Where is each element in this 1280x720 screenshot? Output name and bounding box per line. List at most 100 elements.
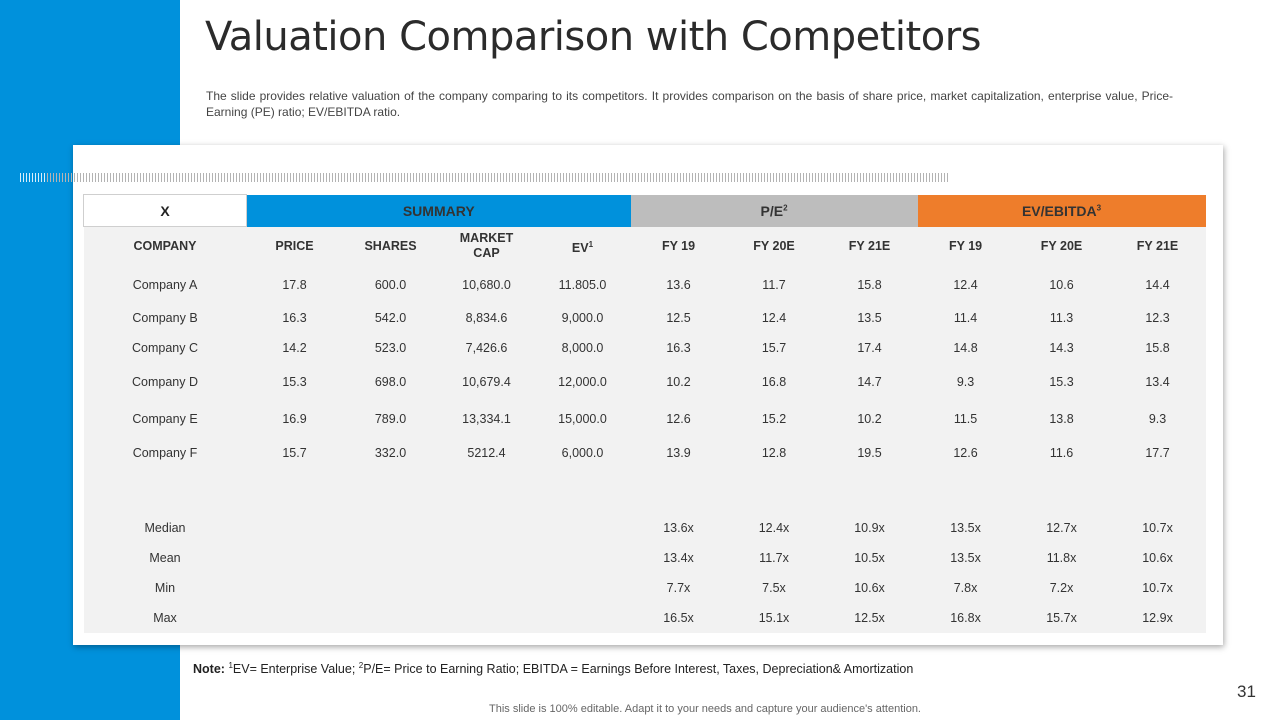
stat-label: Median xyxy=(83,513,247,543)
note-sup-2: 2 xyxy=(358,661,364,670)
table-cell: 12,000.0 xyxy=(534,364,631,400)
stats-row: Min 7.7x 7.5x 10.6x 7.8x 7.2x 10.7x xyxy=(83,573,1206,603)
table-cell: 332.0 xyxy=(342,438,439,468)
table-cell: 11.5 xyxy=(917,400,1014,438)
table-cell: 11.4 xyxy=(917,304,1014,332)
col-header-ev-fy21e: FY 21E xyxy=(1109,226,1206,266)
table-cell: 9.3 xyxy=(917,364,1014,400)
spacer-row xyxy=(83,468,1206,513)
stat-value: 16.8x xyxy=(917,603,1014,633)
table-cell: 15.2 xyxy=(726,400,822,438)
stat-value: 10.7x xyxy=(1109,573,1206,603)
stat-value: 10.6x xyxy=(821,573,918,603)
stat-value: 12.5x xyxy=(821,603,918,633)
table-cell: 13.5 xyxy=(821,304,918,332)
table-cell: 12.4 xyxy=(726,304,822,332)
table-cell: 13.8 xyxy=(1013,400,1110,438)
col-header-shares: SHARES xyxy=(342,226,439,266)
table-row: Company E 16.9 789.0 13,334.1 15,000.0 12.6 15… xyxy=(83,400,1206,438)
table-cell: 14.4 xyxy=(1109,266,1206,304)
company-name-cell: Company A xyxy=(83,266,247,304)
table-cell: 12.5 xyxy=(630,304,727,332)
decorative-ruler xyxy=(20,173,950,182)
col-header-price: PRICE xyxy=(246,226,343,266)
table-cell: 12.4 xyxy=(917,266,1014,304)
company-name-cell: Company F xyxy=(83,438,247,468)
table-cell: 15.7 xyxy=(246,438,343,468)
stat-value: 16.5x xyxy=(630,603,727,633)
table-cell: 9,000.0 xyxy=(534,304,631,332)
table-cell: 14.8 xyxy=(917,332,1014,364)
table-cell: 10,680.0 xyxy=(438,266,535,304)
slide-title: Valuation Comparison with Competitors xyxy=(205,14,981,60)
table-cell: 11.6 xyxy=(1013,438,1110,468)
decorative-ruler-head xyxy=(20,173,45,182)
page-number: 31 xyxy=(1237,682,1256,701)
col-header-ev-fy19: FY 19 xyxy=(917,226,1014,266)
stat-value: 15.7x xyxy=(1013,603,1110,633)
stat-value: 11.8x xyxy=(1013,543,1110,573)
stat-value: 10.9x xyxy=(821,513,918,543)
blank-cell xyxy=(246,573,631,603)
stat-value: 10.5x xyxy=(821,543,918,573)
column-header-row: COMPANY PRICE SHARES MARKET CAP EV1 FY 19… xyxy=(83,226,1206,266)
note-sup-1: 1 xyxy=(228,661,233,670)
table-row: Company B 16.3 542.0 8,834.6 9,000.0 12.5 12.4… xyxy=(83,304,1206,332)
table-cell: 698.0 xyxy=(342,364,439,400)
table-cell: 15,000.0 xyxy=(534,400,631,438)
table-cell: 15.8 xyxy=(1109,332,1206,364)
note-part-1: EV= Enterprise Value; xyxy=(232,662,359,677)
table-cell: 523.0 xyxy=(342,332,439,364)
stat-value: 7.2x xyxy=(1013,573,1110,603)
table-cell: 14.7 xyxy=(821,364,918,400)
col-header-pe-fy21e: FY 21E xyxy=(821,226,918,266)
group-header-x: X xyxy=(83,194,247,227)
table-cell: 542.0 xyxy=(342,304,439,332)
col-header-company: COMPANY xyxy=(83,226,247,266)
table-cell: 14.2 xyxy=(246,332,343,364)
group-header-ev-ebitda: EV/EBITDA3 xyxy=(917,194,1206,227)
table-cell: 19.5 xyxy=(821,438,918,468)
company-name-cell: Company D xyxy=(83,364,247,400)
table-row: Company D 15.3 698.0 10,679.4 12,000.0 10.2 16… xyxy=(83,364,1206,400)
stat-value: 7.8x xyxy=(917,573,1014,603)
stat-value: 12.4x xyxy=(726,513,822,543)
market-cap-line-2: CAP xyxy=(473,246,500,261)
table-cell: 5212.4 xyxy=(438,438,535,468)
company-name-cell: Company C xyxy=(83,332,247,364)
table-cell: 12.8 xyxy=(726,438,822,468)
stat-value: 12.7x xyxy=(1013,513,1110,543)
col-header-ev: EV1 xyxy=(534,226,631,266)
col-header-market-cap: MARKET CAP xyxy=(438,226,535,266)
table-cell: 10,679.4 xyxy=(438,364,535,400)
stat-value: 7.7x xyxy=(630,573,727,603)
table-cell: 10.2 xyxy=(821,400,918,438)
stats-row: Max 16.5x 15.1x 12.5x 16.8x 15.7x 12.9x xyxy=(83,603,1206,633)
stat-value: 7.5x xyxy=(726,573,822,603)
stat-value: 10.6x xyxy=(1109,543,1206,573)
ev-footnote-marker: 1 xyxy=(588,239,594,249)
col-header-ev-fy20e: FY 20E xyxy=(1013,226,1110,266)
table-cell: 11.805.0 xyxy=(534,266,631,304)
table-cell: 13.6 xyxy=(630,266,727,304)
valuation-table: X SUMMARY P/E2 EV/EBITDA3 COMPANY PRICE … xyxy=(83,194,1206,633)
pe-footnote-marker: 2 xyxy=(783,202,788,212)
table-cell: 12.6 xyxy=(630,400,727,438)
stat-value: 11.7x xyxy=(726,543,822,573)
table-row: Company A 17.8 600.0 10,680.0 11.805.0 13.6 11… xyxy=(83,266,1206,304)
stat-value: 15.1x xyxy=(726,603,822,633)
table-cell: 17.8 xyxy=(246,266,343,304)
col-header-pe-fy20e: FY 20E xyxy=(726,226,822,266)
stat-label: Min xyxy=(83,573,247,603)
stat-value: 12.9x xyxy=(1109,603,1206,633)
company-name-cell: Company B xyxy=(83,304,247,332)
table-cell: 14.3 xyxy=(1013,332,1110,364)
table-row: Company C 14.2 523.0 7,426.6 8,000.0 16.3 15.7… xyxy=(83,332,1206,364)
table-cell: 15.7 xyxy=(726,332,822,364)
table-cell: 15.3 xyxy=(1013,364,1110,400)
table-cell: 7,426.6 xyxy=(438,332,535,364)
ev-ebitda-footnote-marker: 3 xyxy=(1096,202,1102,212)
table-cell: 16.3 xyxy=(246,304,343,332)
stats-row: Mean 13.4x 11.7x 10.5x 13.5x 11.8x 10.6x xyxy=(83,543,1206,573)
table-cell: 12.3 xyxy=(1109,304,1206,332)
